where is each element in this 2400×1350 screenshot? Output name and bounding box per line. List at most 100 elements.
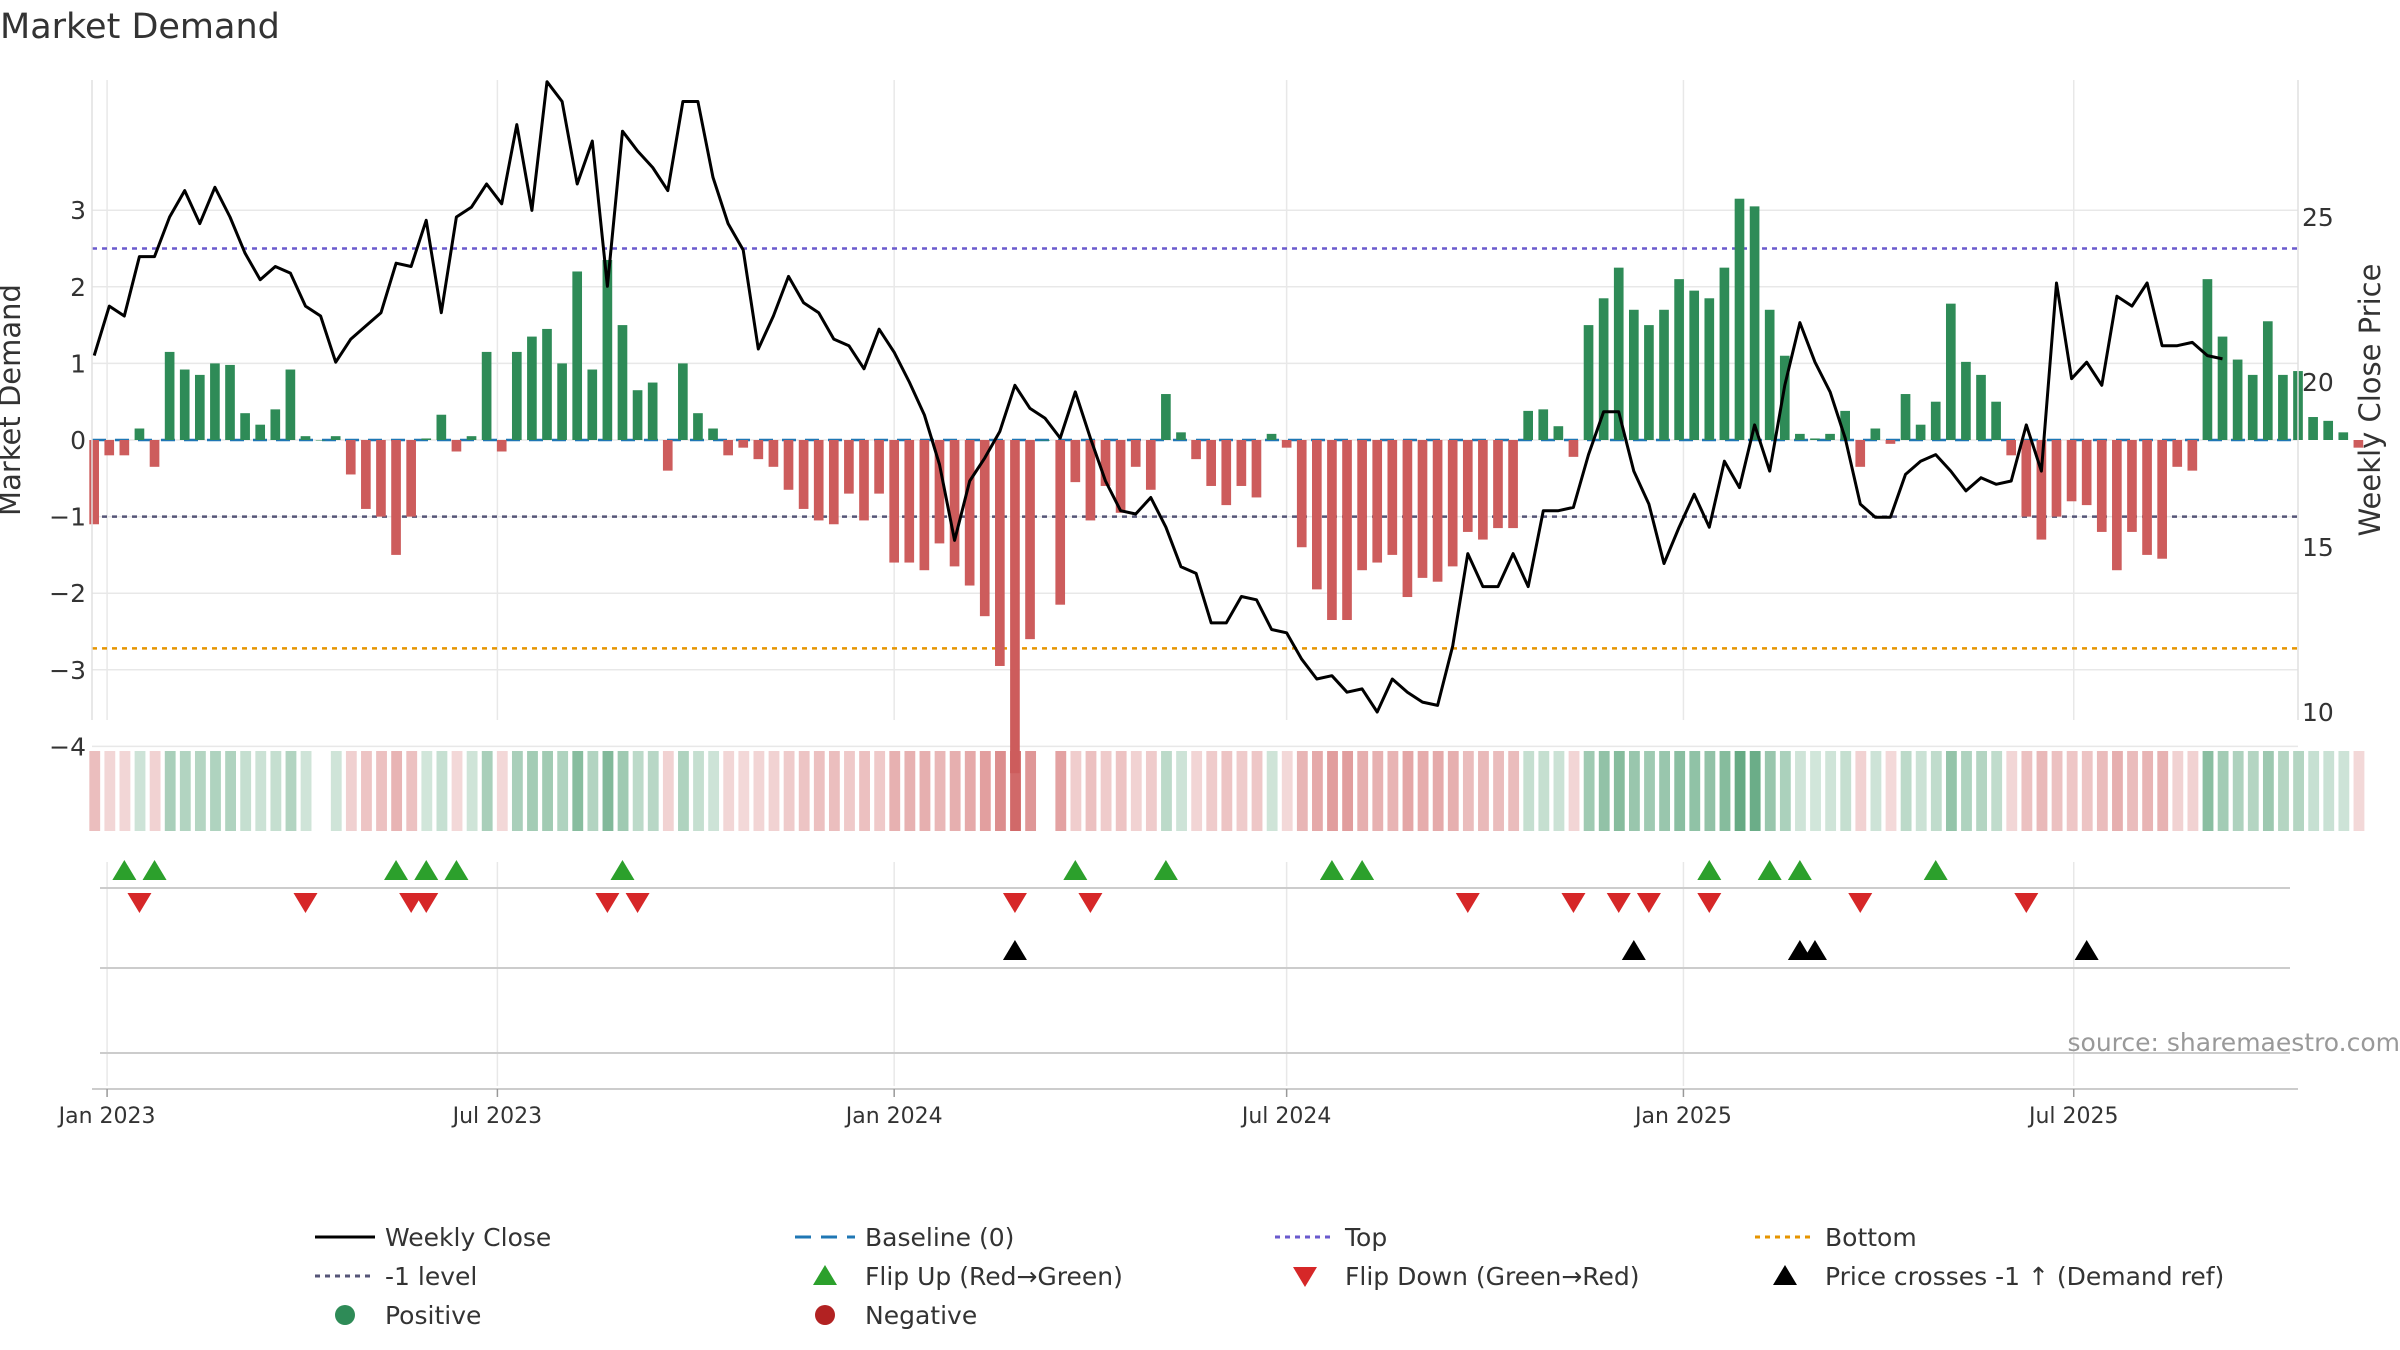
heat-strip-cell [391,751,403,831]
heat-strip-cell [2338,751,2350,831]
demand-bar [1236,440,1247,486]
reference-lines [92,247,2298,650]
demand-bar [240,413,250,440]
legend-label: Bottom [1825,1223,1917,1252]
heat-strip-cell [1417,751,1429,831]
demand-bar [1508,440,1518,529]
demand-bar [1704,298,1715,440]
demand-bar [210,363,220,440]
heat-strip-cell [1478,751,1489,831]
heat-strip-cell [949,751,961,831]
heat-strip-cell [436,751,448,831]
flip-up-marker [444,860,469,880]
demand-bar [1825,433,1835,440]
demand-bar [2081,440,2092,506]
demand-bar [1025,440,1035,640]
demand-bar [496,440,507,452]
y-tick-label: 2 [70,273,86,302]
heat-strip-cell [1855,751,1867,831]
heat-strip-cell [572,751,584,831]
demand-bar [89,440,99,525]
demand-bar [225,364,235,440]
legend-label: Top [1344,1223,1387,1252]
demand-bar [1100,440,1111,486]
demand-bar [2051,440,2062,517]
heat-strip-cell [1523,751,1535,831]
demand-bar [1040,440,1050,441]
flip-down-marker [127,893,152,913]
heat-strip-cell [1432,751,1444,831]
flip-down-marker [1636,893,1661,913]
demand-bar [632,390,643,440]
price-cross-marker [1802,940,1827,960]
demand-bar [1176,432,1186,440]
flip-up-marker [1319,860,1344,880]
demand-bar [1855,440,1866,467]
heat-strip-cell [632,751,644,831]
demand-bar [1870,428,1881,440]
demand-bar [693,413,703,440]
demand-bar [1991,401,2001,440]
heat-strip-cell [1221,751,1233,831]
heat-strip-cell [2096,751,2108,831]
demand-bar [149,440,160,467]
heat-strip-cell [1538,751,1550,831]
y-tick-label: −3 [49,656,86,685]
price-cross-marker [2074,940,2099,960]
heat-strip-cell [225,751,236,831]
heat-strip-cell [919,751,931,831]
heat-strip-cell [602,751,614,831]
heat-strip-cell [194,751,206,831]
heat-strip-cell [1885,751,1897,831]
heat-strip-cell [1840,751,1852,831]
heat-strip-cell [1689,751,1701,831]
demand-bar [844,440,854,494]
demand-bar [2338,432,2349,440]
legend-label: Negative [865,1301,977,1330]
heat-strip-cell [1930,751,1942,831]
demand-bar [119,440,130,456]
heat-strip-cell [738,751,750,831]
heat-strip-cell [361,751,372,831]
demand-bar [1402,440,1413,598]
demand-bar [2247,374,2258,440]
grid-lines [92,80,2298,1086]
flip-up-marker [1923,860,1948,880]
heat-strip-cell [2232,751,2244,831]
demand-bar [1085,440,1096,521]
heat-strip-cell [1130,751,1142,831]
heat-strip-cell [1387,751,1399,831]
heat-strip-cell [2323,751,2335,831]
demand-bar [1327,440,1337,621]
heat-strip-cell [1115,751,1127,831]
heat-strip-cell [753,751,765,831]
demand-bar [602,259,613,440]
heat-strip-cell [2081,751,2093,831]
heat-strip-cell [874,751,886,831]
legend-label: Price crosses -1 ↑ (Demand ref) [1825,1262,2224,1291]
demand-bar [1840,410,1850,440]
demand-bar [1734,198,1745,440]
demand-bar [2142,440,2152,555]
demand-bar [557,363,567,440]
heat-strip-cell [376,751,387,831]
demand-bar [662,440,673,471]
demand-bar [1161,394,1171,440]
heat-strip-cell [617,751,629,831]
heat-strip-cell [587,751,599,831]
demand-bar [2021,440,2032,517]
demand-bar [678,363,688,440]
demand-bar [451,440,462,452]
x-tick-label: Jul 2025 [2027,1104,2119,1129]
demand-bar [1598,298,1609,440]
heat-strip-cell [1644,751,1655,831]
heat-strip-cell [1055,751,1067,831]
flip-up-marker [1787,860,1812,880]
heat-strip-cell [662,751,674,831]
heat-strip-cell [1598,751,1610,831]
demand-bar [1523,410,1533,440]
demand-bar [511,351,522,440]
demand-bar [315,440,326,441]
x-tick-label: Jan 2025 [1633,1104,1732,1129]
demand-bar [1674,279,1684,440]
